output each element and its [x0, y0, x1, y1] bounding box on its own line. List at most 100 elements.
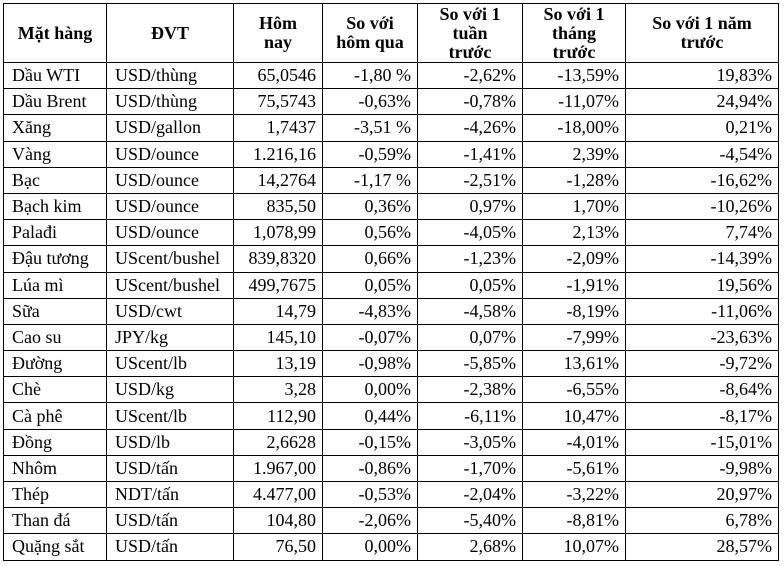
unit-cell: USD/thùng — [106, 88, 234, 116]
vs-month-cell: -4,01% — [522, 428, 626, 456]
col-header-vs-week: So với 1 tuần trước — [417, 3, 523, 63]
today-price-cell: 76,50 — [233, 533, 323, 561]
vs-yesterday-cell: -0,15% — [322, 428, 418, 456]
vs-year-cell: 6,78% — [625, 507, 779, 535]
table-row: Than đá USD/tấn 104,80 -2,06% -5,40% -8,81% 6,… — [3, 507, 779, 535]
unit-cell: USD/tấn — [106, 533, 234, 561]
commodity-cell: Dầu Brent — [3, 88, 107, 116]
col-header-vs-yesterday: So với hôm qua — [322, 3, 418, 63]
commodity-cell: Dầu WTI — [3, 61, 107, 90]
vs-yesterday-cell: -0,07% — [322, 323, 418, 352]
vs-year-cell: -4,54% — [625, 140, 779, 168]
table-body: Dầu WTI USD/thùng 65,0546 -1,80 % -2,62% -13,… — [3, 61, 779, 561]
vs-year-cell: -23,63% — [625, 323, 779, 352]
commodity-price-table: Mặt hàng ĐVT Hôm nay So với hôm qua So v… — [3, 3, 779, 561]
commodity-cell: Palađi — [3, 219, 107, 247]
table-row: Quặng sắt USD/tấn 76,50 0,00% 2,68% 10,07% 28,… — [3, 533, 779, 561]
vs-week-cell: -4,26% — [417, 114, 523, 142]
vs-month-cell: -5,61% — [522, 454, 626, 483]
unit-cell: USD/cwt — [106, 297, 234, 325]
vs-yesterday-cell: 0,56% — [322, 219, 418, 247]
unit-cell: USD/ounce — [106, 166, 234, 194]
vs-month-cell: -13,59% — [522, 61, 626, 90]
today-price-cell: 839,8320 — [233, 245, 323, 273]
col-header-commodity: Mặt hàng — [3, 3, 107, 63]
table-row: Bạc USD/ounce 14,2764 -1,17 % -2,51% -1,28% -1… — [3, 166, 779, 194]
unit-cell: UScent/bushel — [106, 271, 234, 299]
table-row: Cà phê UScent/lb 112,90 0,44% -6,11% 10,47% -8… — [3, 402, 779, 430]
vs-year-cell: 28,57% — [625, 533, 779, 561]
commodity-cell: Bạc — [3, 166, 107, 194]
table-row: Chè USD/kg 3,28 0,00% -2,38% -6,55% -8,64% — [3, 376, 779, 404]
vs-week-cell: 0,97% — [417, 192, 523, 221]
today-price-cell: 65,0546 — [233, 61, 323, 90]
vs-week-cell: 2,68% — [417, 533, 523, 561]
unit-cell: USD/ounce — [106, 219, 234, 247]
vs-yesterday-cell: -0,86% — [322, 454, 418, 483]
vs-week-cell: -6,11% — [417, 402, 523, 430]
unit-cell: UScent/lb — [106, 350, 234, 378]
vs-year-cell: 24,94% — [625, 88, 779, 116]
vs-year-cell: 19,83% — [625, 61, 779, 90]
vs-month-cell: -1,91% — [522, 271, 626, 299]
vs-yesterday-cell: -3,51 % — [322, 114, 418, 142]
commodity-cell: Vàng — [3, 140, 107, 168]
commodity-cell: Cà phê — [3, 402, 107, 430]
vs-yesterday-cell: -4,83% — [322, 297, 418, 325]
today-price-cell: 112,90 — [233, 402, 323, 430]
unit-cell: UScent/bushel — [106, 245, 234, 273]
vs-week-cell: -2,62% — [417, 61, 523, 90]
vs-yesterday-cell: -0,63% — [322, 88, 418, 116]
table-row: Dầu WTI USD/thùng 65,0546 -1,80 % -2,62% -13,… — [3, 61, 779, 90]
vs-month-cell: -6,55% — [522, 376, 626, 404]
vs-month-cell: -8,19% — [522, 297, 626, 325]
table-row: Xăng USD/gallon 1,7437 -3,51 % -4,26% -18,00%… — [3, 114, 779, 142]
vs-month-cell: -2,09% — [522, 245, 626, 273]
vs-year-cell: -11,06% — [625, 297, 779, 325]
vs-year-cell: -14,39% — [625, 245, 779, 273]
vs-month-cell: -11,07% — [522, 88, 626, 116]
vs-week-cell: -2,51% — [417, 166, 523, 194]
table-row: Sữa USD/cwt 14,79 -4,83% -4,58% -8,19% -11,06% — [3, 297, 779, 325]
vs-yesterday-cell: 0,05% — [322, 271, 418, 299]
commodity-cell: Sữa — [3, 297, 107, 325]
vs-year-cell: -9,72% — [625, 350, 779, 378]
unit-cell: JPY/kg — [106, 323, 234, 352]
vs-week-cell: -3,05% — [417, 428, 523, 456]
unit-cell: USD/kg — [106, 376, 234, 404]
vs-year-cell: -10,26% — [625, 192, 779, 221]
vs-month-cell: -3,22% — [522, 480, 626, 509]
commodity-cell: Đường — [3, 350, 107, 378]
commodity-cell: Nhôm — [3, 454, 107, 483]
vs-month-cell: 13,61% — [522, 350, 626, 378]
vs-month-cell: -8,81% — [522, 507, 626, 535]
vs-yesterday-cell: -2,06% — [322, 507, 418, 535]
unit-cell: USD/thùng — [106, 61, 234, 90]
table-row: Đậu tương UScent/bushel 839,8320 0,66% -1,23… — [3, 245, 779, 273]
today-price-cell: 1,078,99 — [233, 219, 323, 247]
table-row: Thép NDT/tấn 4.477,00 -0,53% -2,04% -3,22% 20,… — [3, 480, 779, 509]
table-row: Cao su JPY/kg 145,10 -0,07% 0,07% -7,99% -23,6… — [3, 323, 779, 352]
vs-week-cell: -0,78% — [417, 88, 523, 116]
vs-year-cell: 20,97% — [625, 480, 779, 509]
commodity-cell: Đậu tương — [3, 245, 107, 273]
vs-week-cell: 0,07% — [417, 323, 523, 352]
today-price-cell: 145,10 — [233, 323, 323, 352]
table-row: Nhôm USD/tấn 1.967,00 -0,86% -1,70% -5,61% -9,… — [3, 454, 779, 483]
vs-month-cell: -1,28% — [522, 166, 626, 194]
vs-yesterday-cell: -0,59% — [322, 140, 418, 168]
table-row: Vàng USD/ounce 1.216,16 -0,59% -1,41% 2,39% -4… — [3, 140, 779, 168]
vs-week-cell: -1,70% — [417, 454, 523, 483]
commodity-cell: Than đá — [3, 507, 107, 535]
vs-yesterday-cell: -1,17 % — [322, 166, 418, 194]
table-row: Palađi USD/ounce 1,078,99 0,56% -4,05% 2,13% 7… — [3, 219, 779, 247]
table-row: Lúa mì UScent/bushel 499,7675 0,05% 0,05% -1,… — [3, 271, 779, 299]
today-price-cell: 1,7437 — [233, 114, 323, 142]
vs-week-cell: 0,05% — [417, 271, 523, 299]
commodity-cell: Quặng sắt — [3, 533, 107, 561]
today-price-cell: 14,79 — [233, 297, 323, 325]
unit-cell: USD/ounce — [106, 140, 234, 168]
vs-yesterday-cell: 0,36% — [322, 192, 418, 221]
vs-year-cell: -8,17% — [625, 402, 779, 430]
col-header-vs-year: So với 1 năm trước — [625, 3, 779, 63]
